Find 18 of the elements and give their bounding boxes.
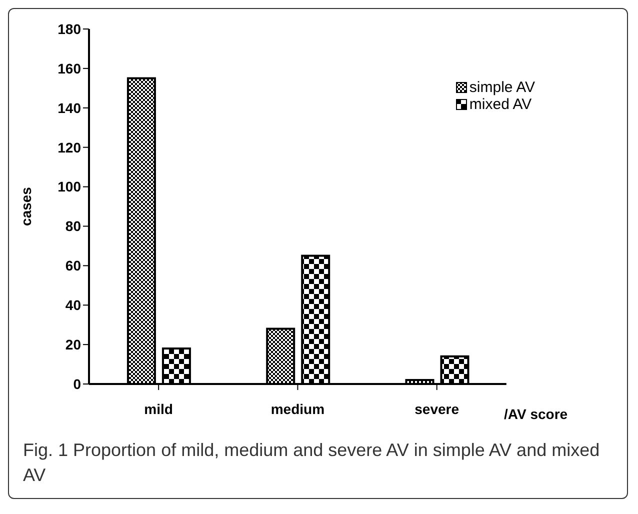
y-tick-label: 40 xyxy=(65,297,82,314)
y-tick-label: 20 xyxy=(65,336,82,353)
x-tick-label: mild xyxy=(144,400,173,417)
y-tick-label: 80 xyxy=(65,218,82,234)
x-tick-label: medium xyxy=(270,400,325,417)
y-tick-label: 120 xyxy=(58,139,82,156)
y-tick-label: 140 xyxy=(58,100,82,116)
legend-label: mixed AV xyxy=(469,96,532,113)
y-tick-label: 160 xyxy=(58,60,82,76)
y-tick-label: 180 xyxy=(58,20,82,37)
legend-label: simple AV xyxy=(469,79,535,96)
y-tick-label: 0 xyxy=(73,376,82,392)
x-tick-label: severe xyxy=(414,400,460,417)
y-axis-title: cases xyxy=(18,186,34,226)
x-axis-title: /AV score xyxy=(504,406,568,422)
y-tick-label: 60 xyxy=(65,258,82,274)
caption: Fig. 1 Proportion of mild, medium and severe AV in simple AV and mixed AV xyxy=(23,439,601,488)
y-tick-label: 100 xyxy=(58,178,82,195)
